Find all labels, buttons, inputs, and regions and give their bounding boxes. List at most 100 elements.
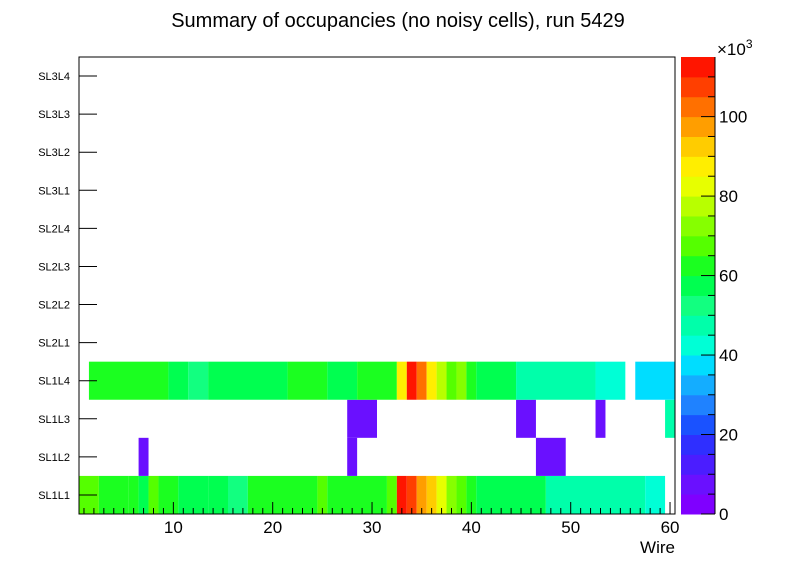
heatmap-cell [416, 475, 427, 514]
color-scale-exponent: ×103 [717, 37, 753, 59]
heatmap-cell [466, 361, 477, 400]
heatmap-cell [516, 361, 596, 400]
x-axis: 10 20 30 40 50 60 [83, 502, 680, 537]
heatmap-cell [396, 361, 407, 400]
y-tick-label: SL3L4 [38, 71, 70, 83]
heatmap-cell [545, 475, 646, 514]
heatmap-cell [456, 475, 467, 514]
color-scale-swatch [681, 156, 715, 177]
color-scale-swatch [681, 76, 715, 98]
heatmap-cells [79, 361, 675, 514]
color-scale-swatch [681, 57, 715, 78]
heatmap-cell [436, 361, 447, 400]
heatmap-cell [595, 399, 606, 438]
heatmap-cell [188, 361, 209, 400]
color-scale-swatch [681, 295, 715, 316]
heatmap-cell [426, 475, 437, 514]
x-tick-label: 50 [561, 518, 580, 537]
color-scale-swatch [681, 494, 715, 515]
color-scale-swatch [681, 176, 715, 197]
heatmap-cell [168, 361, 189, 400]
color-scale-swatch [681, 434, 715, 455]
color-scale-swatch [681, 394, 715, 416]
heatmap-cell [645, 475, 666, 514]
color-scale-swatch [681, 196, 715, 217]
heatmap-cell [317, 475, 328, 514]
x-tick-label: 30 [363, 518, 382, 537]
heatmap-cell [247, 475, 318, 514]
plot-frame [78, 56, 676, 515]
heatmap-cell [228, 475, 248, 514]
heatmap-cell [208, 361, 288, 400]
heatmap-cell [595, 361, 626, 400]
heatmap-cell [347, 437, 358, 476]
color-scale-swatch [681, 215, 715, 237]
color-scale-swatch [681, 454, 715, 475]
heatmap-cell [386, 475, 397, 514]
heatmap-cell [446, 475, 457, 514]
heatmap-cell [357, 361, 397, 400]
heatmap-cell [476, 475, 546, 514]
z-tick-label: 60 [719, 267, 738, 286]
heatmap-cell [406, 475, 417, 514]
heatmap-cell [476, 361, 517, 400]
y-tick-label: SL1L1 [38, 490, 70, 502]
z-tick-label: 100 [719, 108, 747, 127]
color-scale-swatch [681, 335, 715, 356]
z-tick-label: 0 [719, 505, 728, 524]
y-tick-label: SL1L4 [38, 376, 70, 388]
heatmap-cell [158, 475, 179, 514]
y-tick-label: SL3L2 [38, 147, 70, 159]
heatmap-cell [138, 437, 149, 476]
heatmap-cell [128, 475, 139, 514]
heatmap-cell [426, 361, 437, 400]
x-tick-label: 40 [462, 518, 481, 537]
heatmap-cell [406, 361, 417, 400]
heatmap-cell [178, 475, 209, 514]
y-tick-label: SL2L4 [38, 223, 70, 235]
heatmap-cell [98, 475, 129, 514]
heatmap-cell [138, 475, 149, 514]
y-tick-label: SL1L3 [38, 414, 70, 426]
color-scale-swatch [681, 96, 715, 118]
x-tick-label: 60 [661, 518, 680, 537]
x-tick-label: 10 [164, 518, 183, 537]
color-scale-exponent-power: 3 [746, 37, 753, 51]
heatmap-cell [347, 399, 377, 438]
heatmap-cell [148, 475, 159, 514]
heatmap-cell [466, 475, 477, 514]
heatmap-cell [436, 475, 447, 514]
y-tick-label: SL3L1 [38, 185, 70, 197]
y-axis: SL1L1 SL1L2 SL1L3 SL1L4 SL2L1 SL2L2 SL2L3 SL2L4… [38, 71, 97, 502]
color-scale-swatch [681, 136, 715, 157]
y-tick-label: SL2L2 [38, 300, 70, 312]
heatmap-cell [456, 361, 467, 400]
heatmap-cell [665, 399, 675, 438]
color-scale-swatch [681, 355, 715, 376]
z-tick-label: 40 [719, 346, 738, 365]
y-tick-label: SL1L2 [38, 452, 70, 464]
x-tick-label: 20 [263, 518, 282, 537]
color-scale-swatch [681, 235, 715, 257]
color-scale-swatch [681, 414, 715, 436]
heatmap-cell [327, 361, 358, 400]
heatmap-cell [416, 361, 427, 400]
heatmap-cell [516, 399, 536, 438]
heatmap-cell [535, 437, 566, 476]
color-scale [681, 57, 715, 515]
y-tick-label: SL2L3 [38, 261, 70, 273]
heatmap-cell [287, 361, 328, 400]
y-tick-label: SL3L3 [38, 109, 70, 121]
heatmap-cell [446, 361, 457, 400]
color-scale-swatch [681, 116, 715, 137]
heatmap-cell [208, 475, 228, 514]
color-scale-swatch [681, 474, 715, 495]
color-scale-swatch [681, 315, 715, 336]
z-tick-label: 20 [719, 426, 738, 445]
x-axis-label: Wire [640, 538, 675, 557]
heatmap-cell [327, 475, 387, 514]
z-tick-label: 80 [719, 187, 738, 206]
color-scale-axis: 0 20 40 60 80 100 [701, 57, 747, 524]
color-scale-swatch [681, 255, 715, 277]
